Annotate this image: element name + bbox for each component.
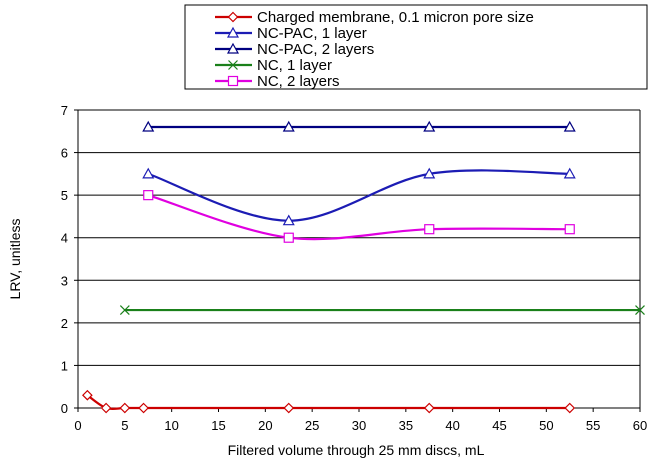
legend-item: Charged membrane, 0.1 micron pore size: [215, 9, 534, 26]
y-tick-label: 3: [61, 273, 68, 288]
x-tick-label: 35: [399, 418, 413, 433]
diamond-marker: [564, 402, 576, 414]
x-tick-label: 60: [633, 418, 647, 433]
x-marker-stroke: [119, 305, 130, 316]
series-layer: [82, 120, 645, 414]
y-tick-labels: 0 1 2 3 4 5 6 7: [61, 103, 68, 416]
legend-box: [184, 4, 648, 90]
x-marker: [635, 305, 645, 316]
x-marker-stroke: [228, 60, 238, 70]
x-tick-label: 55: [586, 418, 600, 433]
triangle-marker: [423, 120, 436, 132]
diamond-marker: [138, 402, 149, 414]
axes: [74, 109, 641, 412]
y-tick-label: 1: [61, 358, 68, 373]
legend-label: NC-PAC, 1 layer: [257, 25, 367, 42]
legend: Charged membrane, 0.1 micron pore sizeNC…: [184, 4, 648, 90]
x-tick-label: 0: [74, 418, 81, 433]
y-tick-label: 7: [61, 103, 68, 118]
triangle-marker: [226, 26, 240, 38]
diamond-marker: [283, 402, 295, 414]
triangle-marker: [563, 120, 576, 132]
legend-label: NC-PAC, 2 layers: [257, 41, 374, 58]
diamond-marker: [82, 389, 93, 401]
x-tick-label: 45: [492, 418, 506, 433]
legend-item: NC-PAC, 2 layers: [215, 41, 374, 58]
series-line: [86, 394, 570, 411]
x-axis-title: Filtered volume through 25 mm discs, mL: [228, 442, 485, 458]
x-tick-label: 20: [258, 418, 272, 433]
x-tick-label: 10: [164, 418, 178, 433]
x-tick-label: 25: [305, 418, 319, 433]
gridlines: [78, 109, 640, 366]
y-tick-label: 4: [61, 231, 68, 246]
legend-label: Charged membrane, 0.1 micron pore size: [257, 9, 534, 26]
x-tick-labels: 0 5 10 15 20 25 30 35 40 45 50 55 60: [74, 418, 647, 433]
x-tick-label: 15: [211, 418, 225, 433]
x-marker: [228, 60, 238, 70]
diamond-marker: [423, 402, 435, 414]
y-axis-title: LRV, unitless: [7, 219, 23, 300]
x-tick-label: 30: [352, 418, 366, 433]
y-tick-label: 0: [61, 401, 68, 416]
square-marker: [424, 224, 435, 235]
series-3: [119, 305, 645, 316]
triangle-marker: [142, 120, 155, 132]
series-4: [143, 190, 575, 243]
x-tick-label: 5: [121, 418, 128, 433]
triangle-marker: [142, 167, 155, 179]
square-marker: [143, 190, 154, 201]
diamond-marker: [227, 11, 239, 23]
triangle-marker: [226, 42, 240, 54]
legend-label: NC, 1 layer: [257, 57, 332, 74]
triangle-marker: [563, 167, 576, 179]
triangle-marker: [282, 120, 295, 132]
legend-item: NC, 1 layer: [215, 57, 332, 74]
square-marker: [227, 75, 239, 87]
legend-label: NC, 2 layers: [257, 73, 340, 90]
x-tick-label: 40: [445, 418, 459, 433]
square-marker: [564, 224, 575, 235]
x-marker: [119, 305, 130, 316]
series-2: [142, 120, 576, 132]
series-line: [147, 194, 570, 241]
series-0: [82, 389, 576, 414]
x-marker-stroke: [635, 305, 645, 316]
y-tick-label: 6: [61, 146, 68, 161]
series-1: [142, 167, 576, 226]
diamond-marker: [119, 402, 131, 414]
x-tick-label: 50: [539, 418, 553, 433]
legend-item: NC, 2 layers: [215, 73, 340, 90]
triangle-marker: [282, 214, 295, 226]
triangle-marker: [423, 167, 436, 179]
diamond-marker: [100, 402, 112, 414]
series-line: [147, 169, 570, 222]
y-tick-label: 2: [61, 316, 68, 331]
square-marker: [283, 232, 294, 243]
legend-item: NC-PAC, 1 layer: [215, 25, 367, 42]
y-tick-label: 5: [61, 188, 68, 203]
